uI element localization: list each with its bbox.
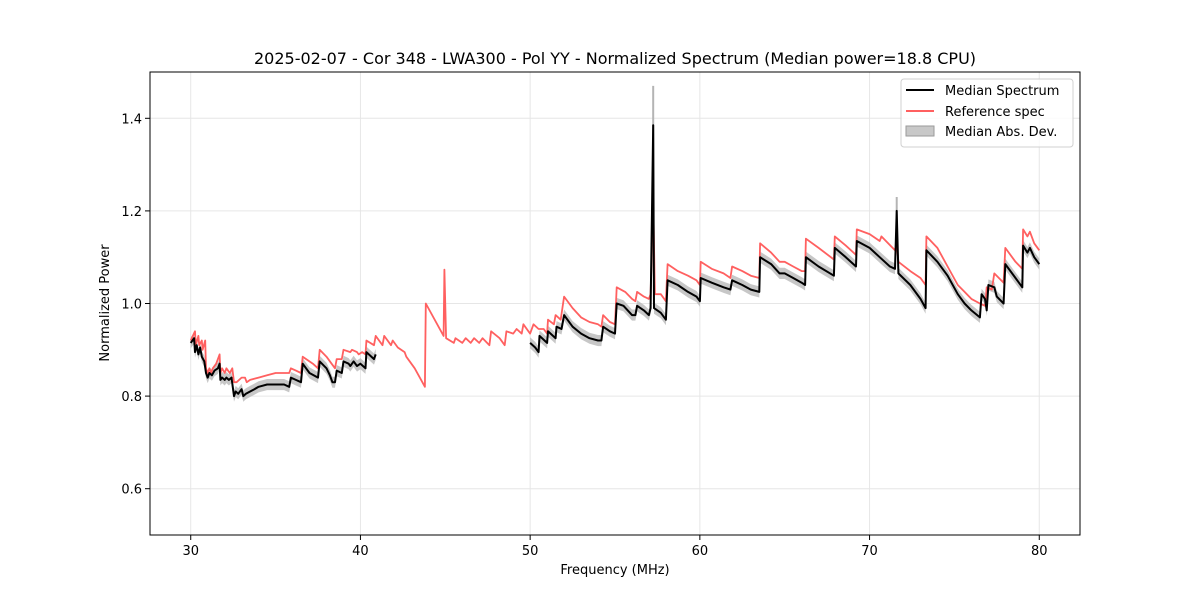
legend-label-mad: Median Abs. Dev. xyxy=(945,125,1057,140)
x-tick-label: 40 xyxy=(352,544,369,559)
x-tick-label: 70 xyxy=(861,544,878,559)
y-tick-label: 1.2 xyxy=(121,205,142,220)
y-axis-label: Normalized Power xyxy=(98,244,113,362)
x-tick-label: 50 xyxy=(522,544,539,559)
x-tick-label: 60 xyxy=(692,544,709,559)
chart-title: 2025-02-07 - Cor 348 - LWA300 - Pol YY -… xyxy=(254,49,976,68)
y-tick-label: 0.6 xyxy=(121,483,142,498)
x-tick-label: 80 xyxy=(1031,544,1048,559)
legend-box xyxy=(900,78,1074,148)
mad-band-area xyxy=(190,332,376,402)
reference-spec-line xyxy=(189,200,1041,388)
series-layer xyxy=(189,124,1041,398)
x-axis-label: Frequency (MHz) xyxy=(560,563,669,578)
x-axis: 30 40 50 60 70 80 xyxy=(182,535,1048,559)
y-axis: 0.6 0.8 1.0 1.2 1.4 xyxy=(121,112,150,498)
legend-label-median: Median Spectrum xyxy=(945,84,1059,99)
y-tick-label: 1.4 xyxy=(121,112,142,127)
legend-swatch-mad xyxy=(905,125,935,137)
legend-label-reference: Reference spec xyxy=(945,105,1045,120)
x-tick-label: 30 xyxy=(182,544,199,559)
median-spectrum-line xyxy=(189,337,377,398)
y-tick-label: 0.8 xyxy=(121,390,142,405)
median-spectrum-line xyxy=(529,124,1041,354)
y-tick-label: 1.0 xyxy=(121,298,142,313)
legend: Median Spectrum Reference spec Median Ab… xyxy=(900,78,1074,148)
